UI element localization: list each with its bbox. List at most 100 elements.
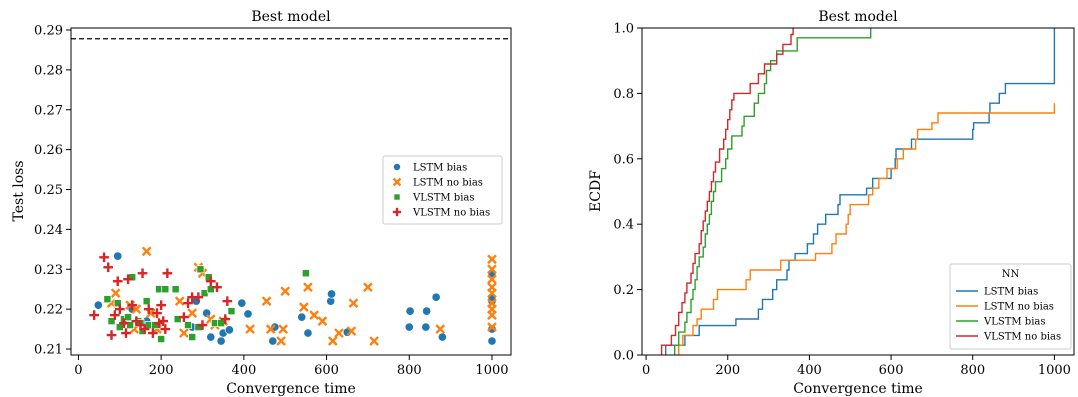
scatter-y-ticks: 0.21 0.22 0.23 0.24 0.25 0.26 0.27 0.28 0.29 [34, 23, 71, 358]
point-vlstm-no-bias-10 [127, 300, 138, 310]
point-vlstm-no-bias-2 [103, 262, 114, 273]
point-vlstm-no-bias-31 [222, 296, 233, 306]
point-vlstm-no-bias-28 [205, 276, 216, 287]
point-lstm-bias-24 [431, 292, 441, 302]
ecdf-line-vlstm-no-bias [660, 28, 794, 355]
point-vlstm-bias-0 [103, 295, 112, 304]
point-vlstm-no-bias-21 [160, 324, 171, 334]
point-lstm-bias-22 [421, 322, 431, 332]
point-vlstm-no-bias-3 [106, 330, 117, 340]
point-lstm-no-bias-31 [363, 282, 373, 293]
ecdf-y-tick-label-4: 0.8 [613, 87, 634, 102]
legend-label-lstm-no-bias: LSTM no bias [413, 178, 483, 189]
ecdf-x-tick-label-1000: 1000 [1038, 363, 1071, 378]
ecdf-x-axis-label: Convergence time [793, 381, 923, 397]
point-lstm-no-bias-28 [334, 328, 344, 338]
point-vlstm-bias-11 [142, 297, 151, 306]
point-lstm-bias-18 [326, 289, 337, 299]
point-lstm-bias-0 [93, 300, 103, 310]
scatter-y-tick-label-6: 0.27 [34, 103, 63, 118]
point-vlstm-bias-17 [171, 285, 180, 294]
series-lstm-no-bias [106, 246, 497, 346]
point-lstm-no-bias-24 [303, 282, 313, 293]
point-lstm-bias-10 [224, 325, 234, 335]
point-vlstm-no-bias-5 [112, 276, 123, 287]
point-lstm-no-bias-38 [487, 288, 497, 299]
point-lstm-no-bias-34 [487, 254, 497, 265]
point-lstm-no-bias-35 [487, 264, 497, 275]
legend-marker-vlstm-no-bias [392, 207, 402, 217]
ecdf-x-ticks: 0 200 400 600 800 1000 [642, 355, 1071, 378]
ecdf-x-tick-label-800: 800 [960, 363, 985, 378]
point-vlstm-no-bias-8 [121, 328, 131, 338]
point-vlstm-bias-1 [107, 317, 116, 326]
ecdf-axes-frame [641, 27, 1075, 356]
point-vlstm-no-bias-22 [162, 268, 173, 279]
ecdf-y-tick-label-1: 0.2 [613, 283, 634, 298]
point-vlstm-no-bias-24 [183, 298, 193, 308]
ecdf-y-ticks: 0.0 0.2 0.4 0.6 0.8 1.0 [613, 22, 642, 364]
point-vlstm-no-bias-9 [123, 274, 133, 285]
scatter-axes-frame [70, 27, 512, 356]
scatter-x-tick-label-1000: 1000 [475, 363, 508, 378]
point-vlstm-no-bias-14 [139, 324, 150, 334]
point-lstm-bias-15 [297, 312, 307, 322]
point-vlstm-no-bias-19 [156, 300, 166, 310]
legend-marker-lstm-no-bias [392, 177, 402, 187]
ecdf-y-tick-label-5: 1.0 [613, 22, 634, 37]
point-lstm-bias-6 [202, 308, 212, 318]
point-vlstm-no-bias-17 [152, 308, 162, 318]
point-lstm-no-bias-30 [348, 298, 359, 308]
scatter-y-tick-label-4: 0.25 [34, 183, 63, 198]
ecdf-y-tick-label-0: 0.0 [613, 349, 634, 364]
scatter-x-axis-label: Convergence time [226, 381, 356, 397]
scatter-y-tick-label-2: 0.23 [34, 263, 63, 278]
scatter-y-tick-label-1: 0.22 [34, 303, 63, 318]
point-lstm-bias-26 [487, 336, 497, 346]
point-vlstm-no-bias-0 [89, 310, 99, 320]
scatter-x-ticks: 0 200 400 600 800 1000 [74, 355, 509, 378]
scatter-legend-box [382, 155, 503, 225]
point-vlstm-no-bias-1 [99, 252, 109, 263]
point-vlstm-no-bias-15 [143, 304, 154, 314]
scatter-x-tick-label-200: 200 [149, 363, 174, 378]
point-vlstm-bias-10 [138, 327, 147, 335]
point-lstm-no-bias-42 [487, 322, 497, 332]
ecdf-x-tick-label-0: 0 [642, 363, 650, 378]
ecdf-legend-label-vlstm-no-bias: VLSTM no bias [983, 332, 1061, 343]
ecdf-line-vlstm-bias [674, 28, 872, 355]
ecdf-line-lstm-no-bias [678, 103, 1056, 355]
ecdf-line-lstm-bias [665, 28, 1056, 355]
point-lstm-no-bias-21 [278, 324, 288, 334]
scatter-x-tick-label-0: 0 [74, 363, 82, 378]
scatter-y-tick-label-5: 0.26 [34, 143, 63, 158]
point-vlstm-no-bias-30 [220, 314, 231, 324]
point-vlstm-bias-20 [188, 333, 197, 341]
point-lstm-bias-27 [487, 324, 497, 334]
point-lstm-no-bias-29 [346, 326, 357, 336]
legend-label-lstm-bias: LSTM bias [413, 163, 467, 174]
point-lstm-no-bias-9 [174, 296, 185, 307]
ecdf-legend: NN LSTM bias LSTM no bias VLSTM bias VLSTM n… [949, 263, 1072, 350]
legend-marker-lstm-bias [393, 163, 401, 171]
point-lstm-no-bias-26 [317, 316, 328, 326]
point-lstm-bias-21 [405, 306, 415, 316]
scatter-y-tick-label-3: 0.24 [34, 223, 63, 238]
point-vlstm-bias-2 [113, 299, 122, 308]
ecdf-title: Best model [818, 9, 898, 25]
point-vlstm-bias-18 [173, 315, 182, 324]
point-lstm-no-bias-23 [298, 302, 309, 312]
point-lstm-bias-25 [437, 332, 447, 342]
point-lstm-no-bias-5 [131, 304, 142, 314]
ecdf-legend-box [949, 263, 1072, 350]
point-lstm-no-bias-20 [276, 336, 286, 346]
point-vlstm-no-bias-13 [137, 268, 148, 279]
ecdf-x-tick-label-200: 200 [715, 363, 740, 378]
point-lstm-no-bias-19 [265, 324, 276, 334]
point-vlstm-bias-23 [200, 289, 209, 298]
scatter-legend: LSTM bias LSTM no bias VLSTM bias VLSTM no … [382, 155, 503, 225]
scatter-y-tick-label-8: 0.29 [34, 23, 63, 38]
point-lstm-bias-11 [237, 298, 247, 308]
point-lstm-bias-7 [206, 332, 216, 342]
point-vlstm-bias-28 [227, 307, 236, 316]
